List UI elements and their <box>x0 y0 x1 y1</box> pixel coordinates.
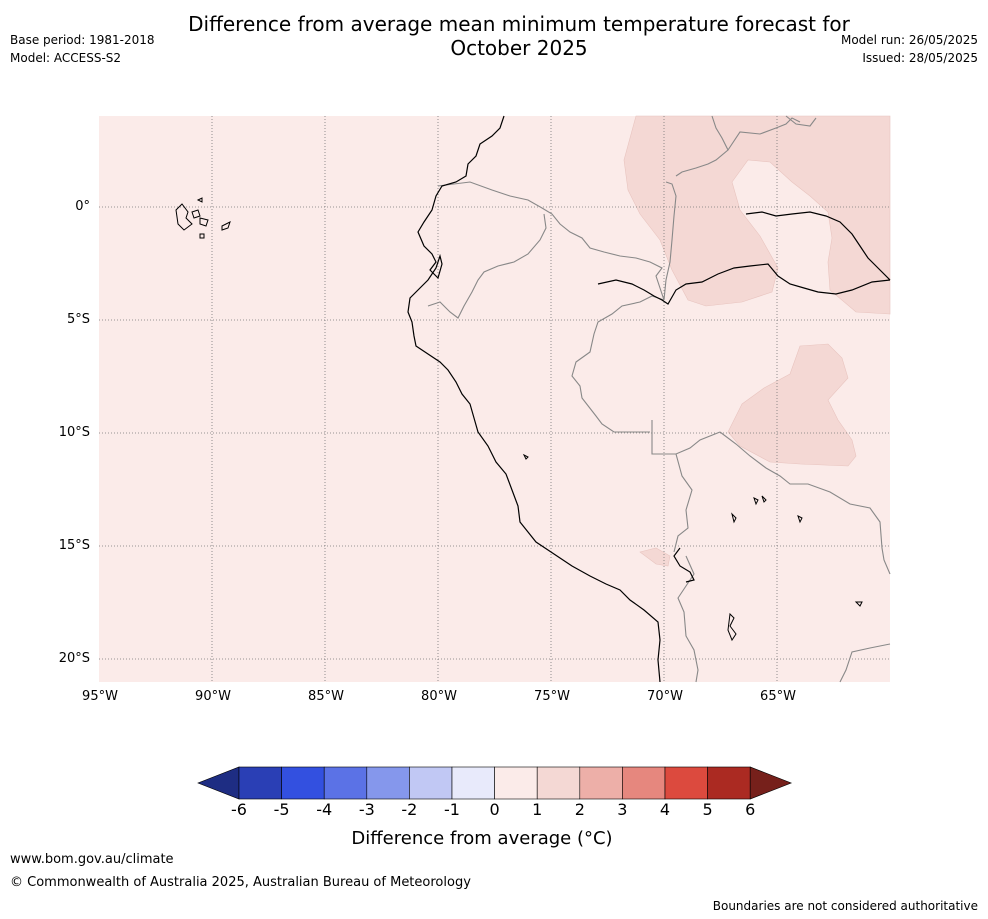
colorbar-segment <box>664 766 708 800</box>
gridlines <box>99 116 890 682</box>
colorbar-tick-label: -1 <box>444 800 460 819</box>
colorbar-segment <box>707 766 751 800</box>
meta-left: Base period: 1981-2018 Model: ACCESS-S2 <box>10 31 155 67</box>
colorbar-tick-label: -5 <box>273 800 290 819</box>
colorbar-tick-label: 0 <box>489 800 500 819</box>
colorbar-extend-low <box>197 766 240 800</box>
anomaly-patch-east <box>727 343 857 467</box>
colorbar-tick-label: 1 <box>532 800 543 819</box>
footer-url[interactable]: www.bom.gov.au/climate <box>10 852 174 867</box>
islands <box>175 197 863 642</box>
colorbar-segment <box>323 766 368 800</box>
anomaly-patch-north <box>623 115 891 315</box>
title-line-1: Difference from average mean minimum tem… <box>188 12 850 36</box>
lon-label-65w: 65°W <box>760 689 796 704</box>
colorbar-tick-label: 2 <box>574 800 585 819</box>
colorbar-segment <box>409 766 453 800</box>
lat-label-20s: 20°S <box>58 651 90 666</box>
model-name: Model: ACCESS-S2 <box>10 51 122 65</box>
meta-right: Model run: 26/05/2025 Issued: 28/05/2025 <box>841 31 978 67</box>
lon-label-90w: 90°W <box>195 689 231 704</box>
colorbar-tick-label: -4 <box>316 800 333 819</box>
colorbar-segment <box>451 766 495 800</box>
colorbar-tick-label: 4 <box>659 800 671 819</box>
colorbar-segment <box>366 766 410 800</box>
lon-label-75w: 75°W <box>534 689 570 704</box>
lat-label-5s: 5°S <box>66 312 90 327</box>
lon-label-85w: 85°W <box>308 689 344 704</box>
colorbar-tick-label: 3 <box>617 800 628 819</box>
lon-label-95w: 95°W <box>82 689 118 704</box>
colorbar-segment <box>281 766 325 800</box>
colorbar-tick-label: -3 <box>358 800 375 819</box>
chart-title: Difference from average mean minimum tem… <box>0 12 988 60</box>
country-borders <box>427 115 891 683</box>
colorbar-segment <box>494 766 538 800</box>
colorbar-tick-label: 6 <box>745 800 756 819</box>
title-line-2: October 2025 <box>450 36 588 60</box>
colorbar-label: Difference from average (°C) <box>351 828 613 849</box>
colorbar-tick-label: -2 <box>401 800 418 819</box>
coastline <box>407 115 891 683</box>
lat-label-15s: 15°S <box>58 538 90 553</box>
lon-label-70w: 70°W <box>647 689 683 704</box>
colorbar <box>197 766 793 800</box>
issued-date: Issued: 28/05/2025 <box>862 51 978 65</box>
base-period: Base period: 1981-2018 <box>10 33 155 47</box>
lon-label-80w: 80°W <box>421 689 457 704</box>
footer-copyright: © Commonwealth of Australia 2025, Austra… <box>10 875 471 890</box>
colorbar-extend-high <box>749 766 793 800</box>
colorbar-segment <box>579 766 623 800</box>
anomaly-patch-south <box>639 547 671 567</box>
colorbar-segment <box>622 766 666 800</box>
lat-label-0: 0° <box>75 199 90 214</box>
footer-disclaimer: Boundaries are not considered authoritat… <box>712 899 978 913</box>
colorbar-tick-label: -6 <box>231 800 247 819</box>
colorbar-segment <box>536 766 581 800</box>
model-run: Model run: 26/05/2025 <box>840 33 978 47</box>
colorbar-tick-label: 5 <box>702 800 713 819</box>
colorbar-segment <box>238 766 282 800</box>
lat-label-10s: 10°S <box>58 425 90 440</box>
